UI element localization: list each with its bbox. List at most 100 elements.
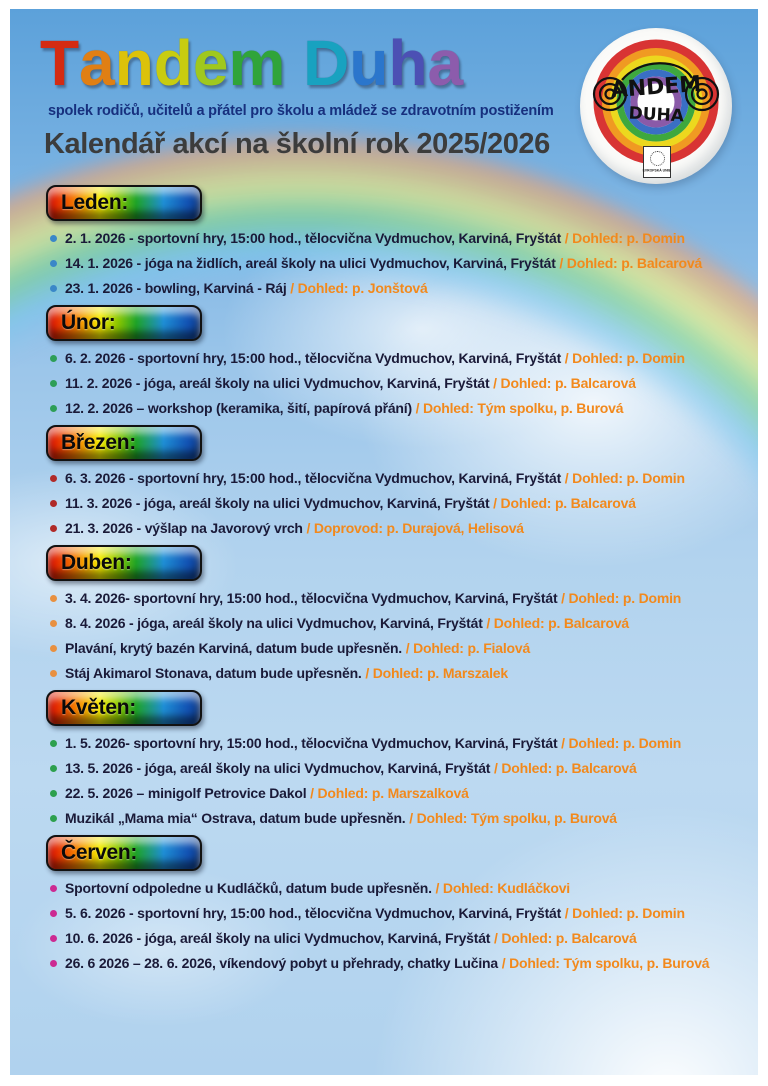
event-item: 2. 1. 2026 - sportovní hry, 15:00 hod., …: [48, 226, 758, 251]
event-text: 6. 3. 2026 - sportovní hry, 15:00 hod., …: [65, 470, 565, 486]
event-item: 11. 3. 2026 - jóga, areál školy na ulici…: [48, 491, 758, 516]
event-text: 12. 2. 2026 – workshop (keramika, šití, …: [65, 400, 416, 416]
event-supervisor: / Dohled: Tým spolku, p. Burová: [501, 955, 710, 971]
month-section: Březen: 6. 3. 2026 - sportovní hry, 15:00…: [46, 425, 758, 541]
event-list: 2. 1. 2026 - sportovní hry, 15:00 hod., …: [46, 226, 758, 301]
event-text: Plavání, krytý bazén Karviná, datum bude…: [65, 640, 406, 656]
event-text: Muzikál „Mama mia“ Ostrava, datum bude u…: [65, 810, 410, 826]
event-supervisor: / Dohled: p. Domin: [561, 735, 682, 751]
title-letter: T: [40, 27, 80, 99]
title-letter: u: [349, 27, 389, 99]
event-supervisor: / Dohled: p. Jonštová: [290, 280, 428, 296]
event-item: 13. 5. 2026 - jóga, areál školy na ulici…: [48, 756, 758, 781]
event-text: 21. 3. 2026 - výšlap na Javorový vrch: [65, 520, 307, 536]
event-supervisor: / Dohled: Tým spolku, p. Burová: [415, 400, 624, 416]
event-text: Sportovní odpoledne u Kudláčků, datum bu…: [65, 880, 436, 896]
month-button: Únor:: [46, 305, 202, 341]
event-list: 6. 2. 2026 - sportovní hry, 15:00 hod., …: [46, 346, 758, 421]
event-supervisor: / Dohled: Kudláčkovi: [435, 880, 571, 896]
bullet-dot: [50, 960, 57, 967]
month-button: Leden:: [46, 185, 202, 221]
bullet-dot: [50, 815, 57, 822]
event-text: 3. 4. 2026- sportovní hry, 15:00 hod., t…: [65, 590, 562, 606]
event-text: 8. 4. 2026 - jóga, areál školy na ulici …: [65, 615, 487, 631]
tandem-duha-logo: ANDEM DUHA EVROPSKÁ UNIE: [580, 28, 732, 184]
event-supervisor: / Dohled: p. Balcarová: [486, 615, 629, 631]
month-label: Únor:: [61, 311, 116, 334]
event-supervisor: / Dohled: p. Marszalková: [310, 785, 469, 801]
bullet-dot: [50, 765, 57, 772]
calendar-heading: Kalendář akcí na školní rok 2025/2026: [44, 128, 550, 160]
subtitle: spolek rodičů, učitelů a přátel pro škol…: [48, 103, 554, 119]
logo-wheel-spirals: [592, 62, 720, 112]
event-item: 6. 2. 2026 - sportovní hry, 15:00 hod., …: [48, 346, 758, 371]
event-supervisor: / Dohled: p. Balcarová: [493, 375, 636, 391]
event-supervisor: / Dohled: p. Fialová: [405, 640, 531, 656]
bullet-dot: [50, 910, 57, 917]
bullet-dot: [50, 670, 57, 677]
month-label: Leden:: [61, 191, 129, 214]
event-text: 10. 6. 2026 - jóga, areál školy na ulici…: [65, 930, 494, 946]
month-label: Březen:: [61, 431, 136, 454]
event-item: 21. 3. 2026 - výšlap na Javorový vrch / …: [48, 516, 758, 541]
month-section: Duben: 3. 4. 2026- sportovní hry, 15:00 h…: [46, 545, 758, 686]
event-supervisor: / Dohled: p. Marszalek: [365, 665, 508, 681]
title-letter: d: [153, 27, 193, 99]
bullet-dot: [50, 620, 57, 627]
event-text: 26. 6 2026 – 28. 6. 2026, víkendový poby…: [65, 955, 502, 971]
event-supervisor: / Dohled: p. Balcarová: [493, 760, 637, 776]
event-item: Muzikál „Mama mia“ Ostrava, datum bude u…: [48, 806, 758, 831]
title-letter: h: [388, 27, 428, 99]
eu-flag-box: EVROPSKÁ UNIE: [643, 146, 671, 178]
title-letter: a: [79, 27, 115, 99]
month-label: Květen:: [61, 696, 136, 719]
event-text: 11. 3. 2026 - jóga, areál školy na ulici…: [65, 495, 494, 511]
event-supervisor: / Dohled: p. Balcarová: [559, 255, 703, 271]
event-item: 6. 3. 2026 - sportovní hry, 15:00 hod., …: [48, 466, 758, 491]
event-item: Sportovní odpoledne u Kudláčků, datum bu…: [48, 876, 758, 901]
sky-background: Tandem Duha spolek rodičů, učitelů a přá…: [10, 9, 758, 1075]
title-letter: a: [427, 27, 464, 99]
event-text: Stáj Akimarol Stonava, datum bude upřesn…: [65, 665, 366, 681]
event-text: 14. 1. 2026 - jóga na židlích, areál ško…: [65, 255, 560, 271]
bullet-dot: [50, 645, 57, 652]
bullet-dot: [50, 285, 57, 292]
bullet-dot: [50, 525, 57, 532]
event-item: 26. 6 2026 – 28. 6. 2026, víkendový poby…: [48, 951, 758, 976]
month-button: Duben:: [46, 545, 202, 581]
eu-stars-icon: [649, 150, 665, 166]
eu-label: EVROPSKÁ UNIE: [642, 168, 672, 173]
title-letter: n: [114, 27, 154, 99]
event-supervisor: / Dohled: p. Balcarová: [493, 930, 637, 946]
event-list: 6. 3. 2026 - sportovní hry, 15:00 hod., …: [46, 466, 758, 541]
month-button: Červen:: [46, 835, 202, 871]
title-letter: e: [192, 27, 229, 99]
event-item: 1. 5. 2026- sportovní hry, 15:00 hod., t…: [48, 731, 758, 756]
event-supervisor: / Dohled: Tým spolku, p. Burová: [409, 810, 617, 826]
bullet-dot: [50, 740, 57, 747]
event-item: 5. 6. 2026 - sportovní hry, 15:00 hod., …: [48, 901, 758, 926]
bullet-dot: [50, 355, 57, 362]
event-item: Stáj Akimarol Stonava, datum bude upřesn…: [48, 661, 758, 686]
event-list: Sportovní odpoledne u Kudláčků, datum bu…: [46, 876, 758, 976]
event-text: 22. 5. 2026 – minigolf Petrovice Dakol: [65, 785, 311, 801]
month-section: Leden: 2. 1. 2026 - sportovní hry, 15:00 …: [46, 185, 758, 301]
bullet-dot: [50, 405, 57, 412]
event-supervisor: / Dohled: p. Domin: [561, 590, 682, 606]
page-title: Tandem Duha: [40, 31, 758, 95]
month-button: Květen:: [46, 690, 202, 726]
month-sections: Leden: 2. 1. 2026 - sportovní hry, 15:00 …: [10, 161, 758, 976]
event-text: 2. 1. 2026 - sportovní hry, 15:00 hod., …: [65, 230, 565, 246]
title-letter: m: [228, 27, 286, 99]
event-item: 23. 1. 2026 - bowling, Karviná - Ráj / D…: [48, 276, 758, 301]
title-letter: D: [303, 27, 350, 99]
bullet-dot: [50, 500, 57, 507]
event-list: 3. 4. 2026- sportovní hry, 15:00 hod., t…: [46, 586, 758, 686]
event-item: 22. 5. 2026 – minigolf Petrovice Dakol /…: [48, 781, 758, 806]
logo-line2: DUHA: [628, 104, 685, 127]
event-item: 10. 6. 2026 - jóga, areál školy na ulici…: [48, 926, 758, 951]
event-item: 3. 4. 2026- sportovní hry, 15:00 hod., t…: [48, 586, 758, 611]
bullet-dot: [50, 935, 57, 942]
month-section: Červen: Sportovní odpoledne u Kudláčků, d…: [46, 835, 758, 976]
